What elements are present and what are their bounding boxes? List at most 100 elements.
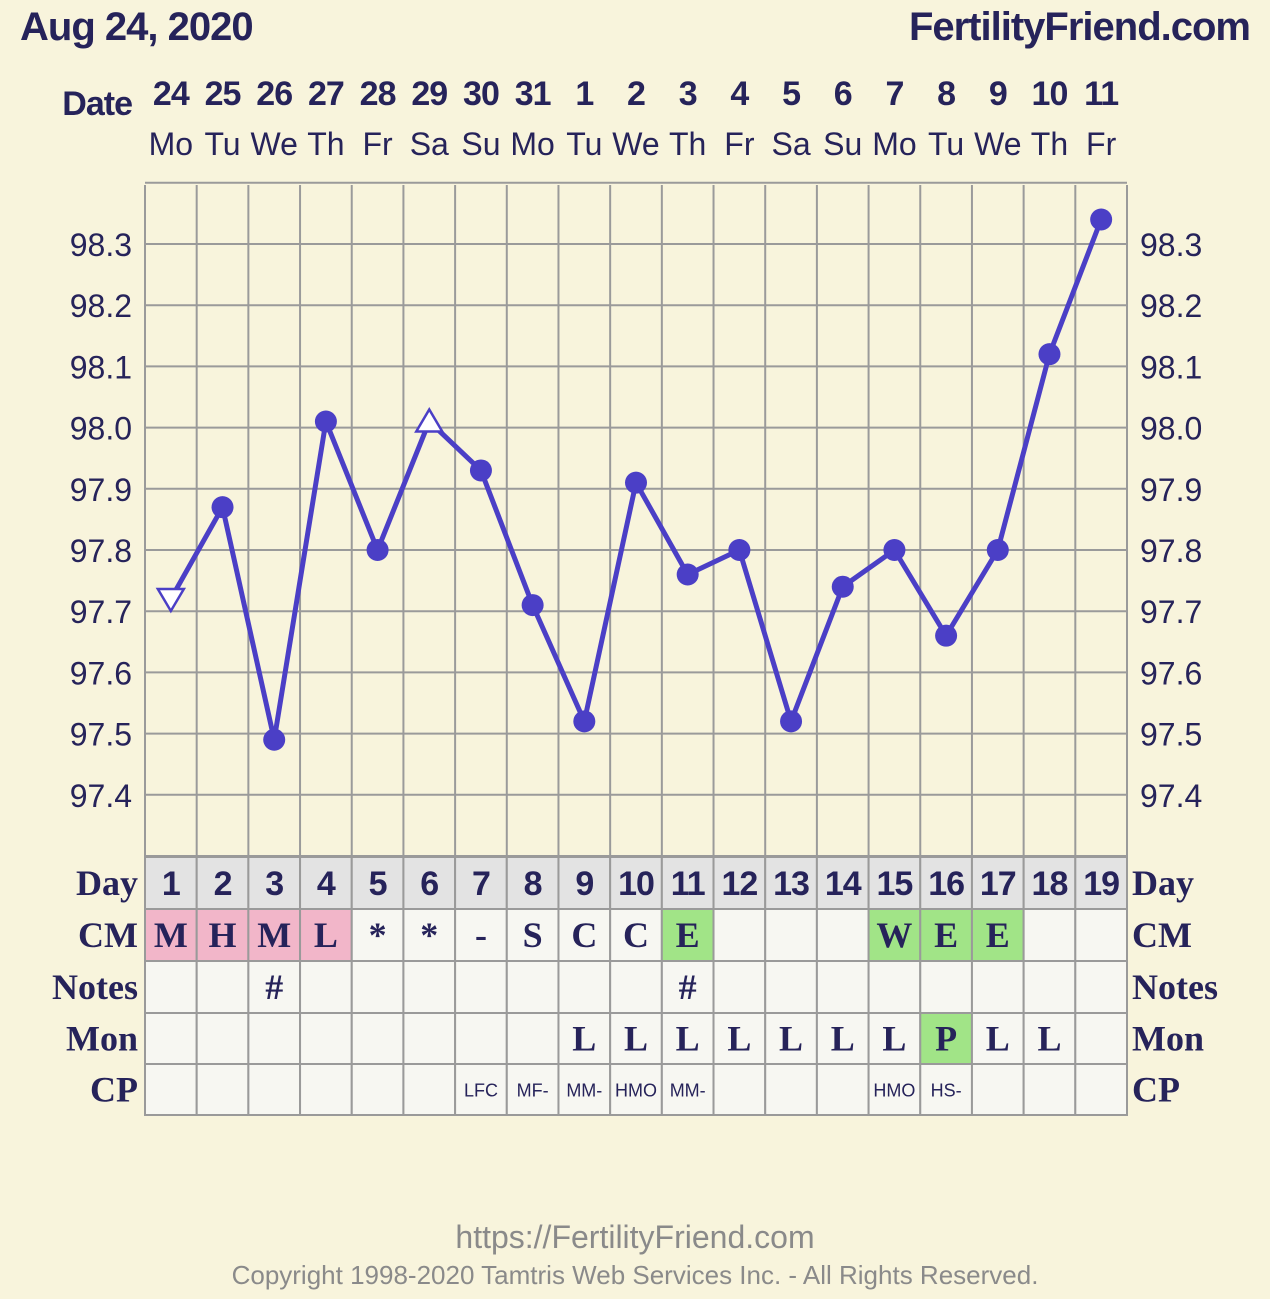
chart-date-title: Aug 24, 2020 bbox=[20, 5, 253, 49]
day-value: 13 bbox=[773, 865, 809, 903]
cp-cell bbox=[1022, 1063, 1077, 1116]
notes-cell bbox=[609, 960, 663, 1014]
row-label-notes: Notes bbox=[52, 967, 138, 1007]
day-value: 17 bbox=[980, 865, 1016, 903]
date-label: 26 bbox=[256, 75, 292, 113]
temperature-point bbox=[935, 624, 958, 647]
notes-cell bbox=[919, 960, 973, 1014]
weekday-label: We bbox=[250, 126, 297, 162]
temperature-point bbox=[211, 496, 234, 519]
date-label: 8 bbox=[937, 75, 955, 113]
mon-cell bbox=[505, 1012, 560, 1065]
cm-cell bbox=[350, 908, 405, 962]
temperature-point bbox=[986, 539, 1009, 561]
cp-cell bbox=[144, 1063, 198, 1116]
cp-value: MM- bbox=[566, 1081, 602, 1101]
y-tick-right: 97.4 bbox=[1140, 778, 1202, 814]
notes-value: # bbox=[265, 967, 283, 1007]
cp-cell bbox=[402, 1063, 457, 1116]
temperature-point bbox=[366, 539, 389, 561]
notes-cell bbox=[454, 960, 508, 1014]
cp-value: HS- bbox=[931, 1081, 962, 1101]
cp-value: MF- bbox=[517, 1081, 549, 1101]
footer-url[interactable]: https://FertilityFriend.com bbox=[455, 1219, 814, 1255]
mon-cell bbox=[970, 1012, 1025, 1065]
footer-copyright: Copyright 1998-2020 Tamtris Web Services… bbox=[232, 1260, 1039, 1290]
day-value: 15 bbox=[877, 865, 913, 903]
day-cell bbox=[402, 856, 457, 910]
cp-value: MM- bbox=[670, 1081, 706, 1101]
date-label: 7 bbox=[885, 75, 903, 113]
mon-cell bbox=[712, 1012, 767, 1065]
cm-value: S bbox=[523, 915, 543, 955]
weekday-label: Tu bbox=[928, 126, 964, 162]
weekday-label: Th bbox=[1031, 126, 1068, 162]
day-cell bbox=[660, 856, 715, 910]
cm-cell bbox=[402, 908, 457, 962]
weekday-label: Su bbox=[823, 126, 862, 162]
day-value: 14 bbox=[825, 865, 862, 903]
temperature-point bbox=[1038, 343, 1061, 366]
day-value: 1 bbox=[162, 865, 180, 903]
weekday-label: Sa bbox=[771, 126, 810, 162]
day-value: 5 bbox=[369, 865, 387, 903]
cp-cell bbox=[815, 1063, 870, 1116]
cm-cell bbox=[247, 908, 302, 962]
notes-cell bbox=[1074, 960, 1129, 1014]
notes-cell bbox=[867, 960, 922, 1014]
row-label-day-right: Day bbox=[1132, 863, 1194, 903]
y-tick-right: 97.5 bbox=[1140, 717, 1202, 753]
weekday-label: We bbox=[612, 126, 659, 162]
temperature-point bbox=[728, 539, 751, 561]
y-tick-left: 97.6 bbox=[70, 655, 132, 691]
day-cell bbox=[299, 856, 353, 910]
notes-cell bbox=[402, 960, 457, 1014]
cm-value: M bbox=[257, 915, 291, 955]
date-label: 31 bbox=[515, 75, 551, 113]
mon-cell bbox=[919, 1012, 973, 1065]
site-name[interactable]: FertilityFriend.com bbox=[909, 5, 1251, 49]
cp-cell bbox=[970, 1063, 1025, 1116]
day-value: 6 bbox=[420, 865, 438, 903]
date-label: 27 bbox=[308, 75, 344, 113]
mon-value: L bbox=[831, 1019, 855, 1059]
cp-cell bbox=[557, 1063, 612, 1116]
cm-value: E bbox=[934, 915, 958, 955]
cp-cell bbox=[247, 1063, 302, 1116]
day-cell bbox=[970, 856, 1025, 910]
temperature-point bbox=[883, 539, 906, 561]
cp-value: HMO bbox=[873, 1081, 915, 1101]
date-label: 5 bbox=[782, 75, 800, 113]
mon-value: L bbox=[882, 1019, 906, 1059]
y-tick-right: 97.8 bbox=[1140, 533, 1202, 569]
temperature-point bbox=[314, 410, 337, 433]
cm-value: - bbox=[475, 915, 487, 955]
cp-value: LFC bbox=[464, 1081, 498, 1101]
cm-value: L bbox=[314, 915, 338, 955]
date-row-label: Date bbox=[62, 85, 132, 123]
mon-value: L bbox=[676, 1019, 700, 1059]
y-tick-left: 97.4 bbox=[70, 778, 132, 814]
row-label-cp-right: CP bbox=[1132, 1070, 1180, 1110]
day-value: 11 bbox=[671, 865, 705, 903]
y-tick-right: 97.7 bbox=[1140, 594, 1202, 630]
mon-cell bbox=[195, 1012, 250, 1065]
notes-cell bbox=[350, 960, 405, 1014]
day-value: 16 bbox=[928, 865, 964, 903]
notes-cell bbox=[505, 960, 560, 1014]
cm-value: E bbox=[986, 915, 1010, 955]
y-tick-left: 97.8 bbox=[70, 533, 132, 569]
mon-cell bbox=[1074, 1012, 1129, 1065]
date-label: 24 bbox=[153, 75, 190, 113]
cm-value: H bbox=[209, 915, 237, 955]
date-label: 1 bbox=[575, 75, 593, 113]
temperature-point bbox=[780, 710, 803, 733]
y-tick-right: 98.3 bbox=[1140, 227, 1202, 263]
mon-value: L bbox=[1037, 1019, 1061, 1059]
notes-cell bbox=[815, 960, 870, 1014]
day-value: 9 bbox=[575, 865, 593, 903]
notes-value: # bbox=[679, 967, 697, 1007]
row-label-mon: Mon bbox=[66, 1019, 138, 1059]
weekday-label: Mo bbox=[510, 126, 554, 162]
day-cell bbox=[505, 856, 560, 910]
